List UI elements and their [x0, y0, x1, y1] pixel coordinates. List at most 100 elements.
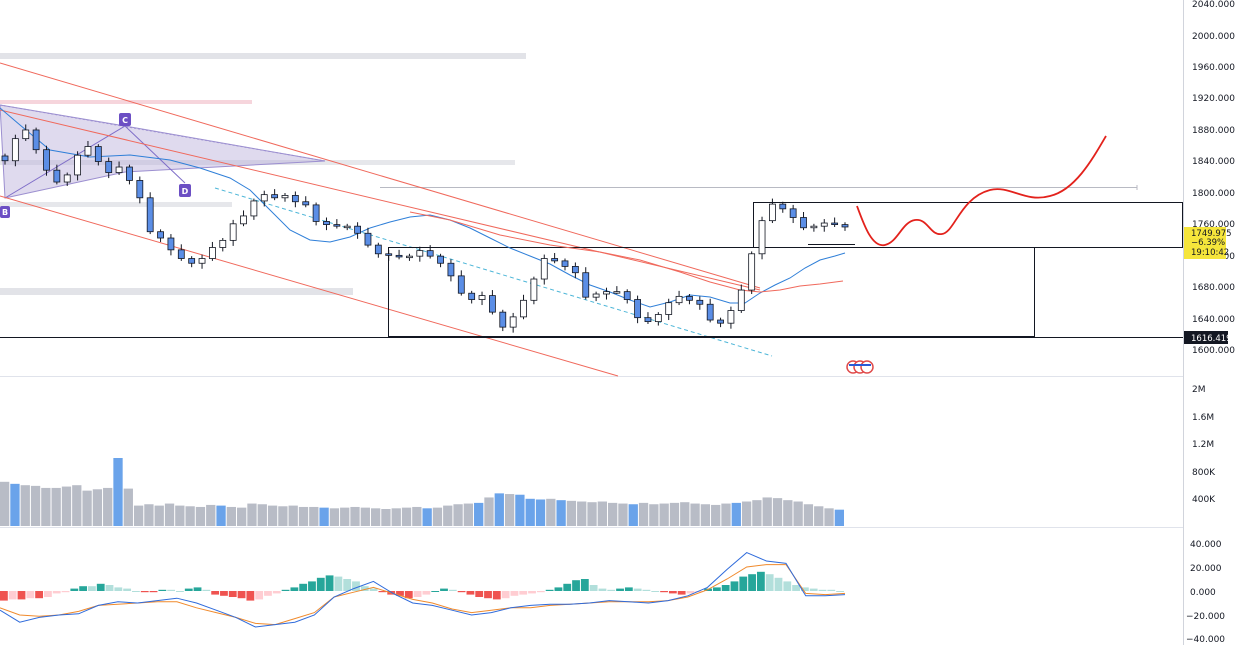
macd-histogram-bar[interactable] [352, 581, 360, 591]
macd-histogram-bar[interactable] [598, 588, 607, 591]
macd-histogram-bar[interactable] [264, 591, 272, 596]
macd-histogram-bar[interactable] [396, 591, 404, 596]
volume-bar[interactable] [752, 500, 762, 526]
candle-down[interactable] [395, 254, 403, 258]
macd-histogram-bar[interactable] [140, 591, 149, 593]
macd-histogram-bar[interactable] [440, 588, 448, 591]
volume-bar[interactable] [772, 498, 783, 526]
volume-bar[interactable] [401, 507, 412, 526]
candle-down[interactable] [1, 155, 9, 162]
volume-bar[interactable] [370, 508, 381, 526]
macd-histogram-bar[interactable] [739, 576, 748, 591]
volume-bar[interactable] [793, 501, 803, 526]
macd-histogram-bar[interactable] [88, 586, 96, 591]
last-price-tag[interactable]: 1749.975 −6.39% 19:10:42 [1184, 227, 1232, 259]
macd-histogram-bar[interactable] [589, 585, 598, 591]
candle-down[interactable] [489, 295, 496, 313]
volume-bar[interactable] [164, 503, 175, 526]
candle-down[interactable] [105, 161, 113, 173]
volume-bar[interactable] [566, 500, 577, 526]
candle-up[interactable] [240, 215, 247, 225]
candle-down[interactable] [779, 203, 787, 210]
candle-down[interactable] [177, 249, 185, 259]
volume-bar[interactable] [278, 506, 288, 526]
volume-bar[interactable] [443, 505, 453, 526]
volume-bar[interactable] [463, 503, 474, 526]
macd-histogram-bar[interactable] [26, 591, 35, 599]
macd-histogram-bar[interactable] [114, 587, 123, 591]
volume-bar[interactable] [30, 485, 41, 526]
candle-down[interactable] [188, 258, 196, 264]
candle-down[interactable] [167, 237, 175, 251]
macd-histogram-bar[interactable] [756, 571, 765, 591]
volume-bar[interactable] [20, 485, 30, 526]
volume-bar[interactable] [267, 505, 278, 526]
candle-down[interactable] [146, 197, 154, 233]
volume-bar[interactable] [525, 498, 535, 526]
candle-down[interactable] [333, 224, 341, 227]
candle-up[interactable] [260, 194, 268, 202]
volume-bar[interactable] [247, 503, 257, 526]
volume-bar[interactable] [51, 487, 61, 526]
volume-bar[interactable] [814, 506, 824, 526]
volume-bar[interactable] [659, 503, 669, 526]
macd-histogram-bar[interactable] [255, 591, 264, 600]
macd-histogram-bar[interactable] [61, 591, 70, 593]
macd-histogram-bar[interactable] [448, 589, 457, 591]
volume-bar[interactable] [237, 507, 247, 526]
macd-histogram-bar[interactable] [228, 591, 237, 597]
macd-histogram-bar[interactable] [184, 588, 193, 591]
candle-up[interactable] [748, 253, 756, 291]
volume-bar[interactable] [494, 493, 504, 526]
moving-average-blue[interactable] [0, 107, 846, 308]
volume-bar[interactable] [535, 499, 546, 526]
volume-bar[interactable] [340, 507, 350, 526]
candle-down[interactable] [644, 317, 652, 323]
macd-histogram-bar[interactable] [167, 589, 176, 591]
candle-down[interactable] [94, 146, 102, 162]
macd-histogram-bar[interactable] [827, 589, 836, 591]
volume-bar[interactable] [432, 507, 443, 526]
macd-histogram-bar[interactable] [616, 588, 624, 591]
volume-bar[interactable] [690, 503, 700, 526]
candle-up[interactable] [406, 255, 413, 259]
macd-histogram-bar[interactable] [783, 581, 792, 591]
macd-histogram-bar[interactable] [633, 588, 642, 591]
volume-bar[interactable] [711, 504, 721, 526]
candle-up[interactable] [281, 195, 289, 199]
macd-histogram-bar[interactable] [211, 591, 220, 595]
volume-bar[interactable] [288, 505, 298, 526]
volume-bar[interactable] [0, 481, 10, 526]
candle-up[interactable] [810, 225, 818, 229]
candle-up[interactable] [219, 239, 227, 248]
macd-histogram-bar[interactable] [748, 574, 756, 591]
macd-histogram-bar[interactable] [492, 591, 501, 600]
candle-down[interactable] [312, 204, 320, 222]
volume-bar[interactable] [504, 494, 515, 526]
volume-bar[interactable] [41, 487, 51, 526]
volume-bar[interactable] [824, 508, 834, 526]
macd-histogram-bar[interactable] [501, 591, 510, 599]
volume-bar[interactable] [103, 487, 113, 526]
candle-up[interactable] [509, 316, 517, 328]
channel-upper-line[interactable] [0, 62, 761, 289]
zone-bar-3[interactable] [0, 160, 515, 165]
volume-bar[interactable] [628, 504, 638, 526]
candle-up[interactable] [209, 247, 216, 259]
volume-bar[interactable] [154, 505, 164, 526]
candle-down[interactable] [499, 311, 507, 328]
macd-histogram-bar[interactable] [510, 591, 519, 596]
macd-histogram-bar[interactable] [17, 591, 26, 600]
candle-up[interactable] [11, 138, 19, 162]
candle-up[interactable] [758, 220, 766, 255]
macd-histogram-bar[interactable] [660, 591, 668, 593]
macd-histogram-bar[interactable] [730, 581, 739, 591]
macd-histogram-bar[interactable] [70, 588, 79, 591]
macd-histogram-bar[interactable] [308, 581, 316, 591]
zone-bar-5[interactable] [0, 202, 232, 207]
macd-histogram-bar[interactable] [466, 591, 475, 595]
channel-mid-line[interactable] [0, 109, 761, 291]
candle-down[interactable] [447, 262, 455, 277]
macd-histogram-bar[interactable] [325, 575, 334, 591]
candle-up[interactable] [343, 225, 351, 229]
